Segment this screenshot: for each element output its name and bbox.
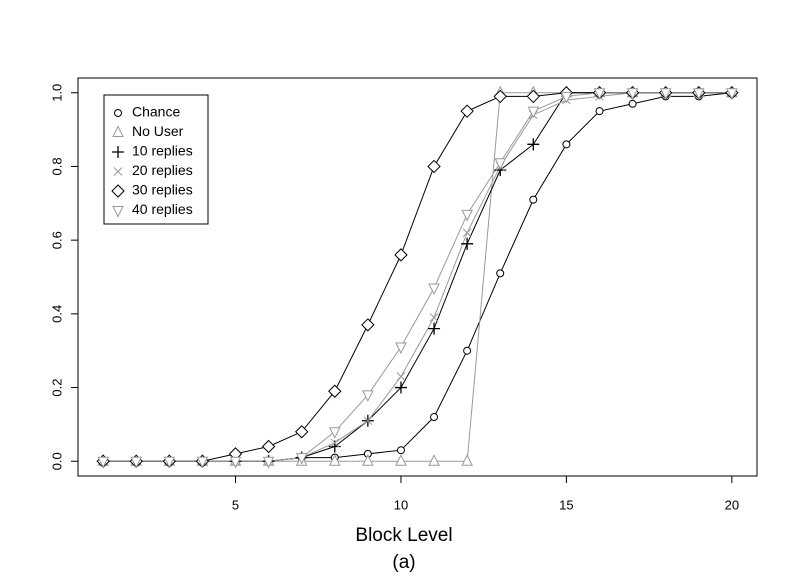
marker bbox=[294, 425, 309, 439]
marker bbox=[394, 248, 408, 262]
y-tick-label: 1.0 bbox=[49, 84, 64, 102]
legend-label: Chance bbox=[132, 104, 180, 120]
marker bbox=[461, 237, 474, 250]
marker bbox=[430, 413, 439, 422]
legend-label: 20 replies bbox=[132, 162, 193, 178]
y-tick-label: 0.6 bbox=[49, 231, 64, 249]
marker bbox=[361, 318, 375, 332]
x-tick-label: 10 bbox=[394, 497, 408, 512]
marker bbox=[362, 390, 374, 403]
marker bbox=[428, 283, 440, 296]
marker bbox=[328, 454, 341, 466]
y-tick-label: 0.4 bbox=[49, 305, 64, 323]
caption: (a) bbox=[392, 552, 415, 573]
y-tick-label: 0.2 bbox=[49, 379, 64, 397]
legend-label: 30 replies bbox=[132, 182, 193, 198]
marker bbox=[163, 456, 176, 469]
y-tick-label: 0.8 bbox=[49, 157, 64, 175]
marker bbox=[130, 456, 143, 469]
marker bbox=[527, 106, 540, 119]
marker bbox=[261, 439, 276, 454]
marker bbox=[330, 438, 340, 448]
legend-marker bbox=[112, 206, 124, 218]
marker bbox=[460, 104, 474, 118]
marker bbox=[362, 454, 374, 466]
marker bbox=[461, 209, 473, 222]
marker bbox=[628, 99, 637, 108]
legend-marker bbox=[112, 146, 124, 158]
marker bbox=[229, 456, 242, 469]
marker bbox=[562, 140, 571, 149]
marker bbox=[396, 446, 405, 455]
marker bbox=[97, 456, 109, 469]
marker bbox=[428, 322, 441, 335]
marker bbox=[395, 342, 407, 355]
marker bbox=[527, 138, 540, 151]
marker bbox=[560, 91, 573, 104]
marker bbox=[394, 381, 407, 394]
marker bbox=[196, 456, 209, 469]
marker bbox=[461, 454, 473, 466]
marker bbox=[692, 88, 705, 100]
marker bbox=[494, 158, 507, 170]
y-tick-label: 0.0 bbox=[49, 452, 64, 470]
marker bbox=[396, 372, 406, 381]
marker bbox=[529, 195, 538, 204]
x-axis-label: Block Level bbox=[355, 525, 452, 546]
marker bbox=[429, 313, 439, 322]
marker bbox=[395, 454, 407, 466]
marker bbox=[328, 384, 342, 398]
marker bbox=[463, 346, 472, 355]
marker bbox=[428, 454, 440, 466]
marker bbox=[295, 453, 308, 465]
marker bbox=[496, 269, 505, 278]
legend-marker bbox=[112, 125, 124, 137]
x-tick-label: 20 bbox=[725, 497, 739, 512]
marker bbox=[427, 159, 441, 174]
x-tick-label: 5 bbox=[232, 497, 239, 512]
marker bbox=[262, 456, 275, 469]
marker bbox=[493, 89, 507, 104]
marker bbox=[363, 416, 373, 426]
legend-label: 10 replies bbox=[132, 143, 193, 159]
legend-label: No User bbox=[132, 123, 184, 139]
legend-marker bbox=[111, 184, 125, 198]
x-tick-label: 15 bbox=[559, 497, 573, 512]
marker bbox=[595, 107, 604, 116]
legend-box bbox=[103, 94, 209, 225]
legend-marker bbox=[113, 167, 123, 176]
legend-label: 40 replies bbox=[132, 201, 193, 217]
legend-marker bbox=[114, 109, 122, 117]
marker bbox=[726, 88, 738, 100]
marker bbox=[593, 88, 606, 100]
marker bbox=[462, 228, 472, 238]
marker bbox=[526, 89, 541, 104]
marker bbox=[626, 88, 639, 100]
marker bbox=[328, 427, 341, 439]
marker bbox=[659, 88, 672, 100]
